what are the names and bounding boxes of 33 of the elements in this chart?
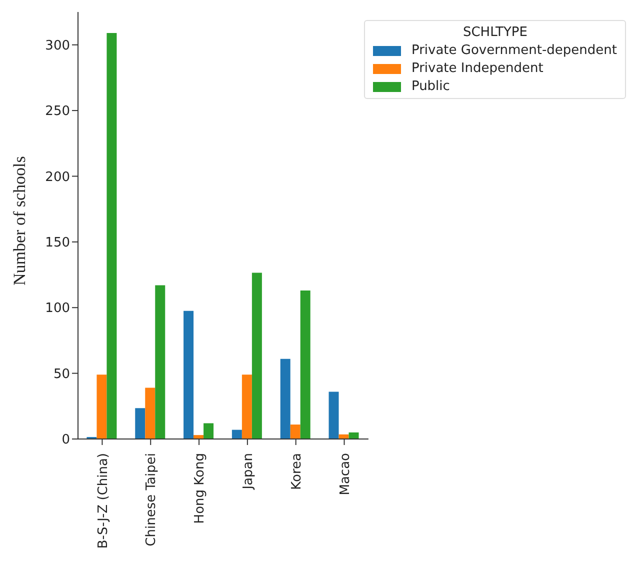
bar bbox=[280, 358, 290, 439]
bar bbox=[204, 423, 214, 439]
bar bbox=[145, 388, 156, 439]
bar bbox=[290, 424, 300, 439]
bar bbox=[328, 392, 339, 439]
y-axis-title: Number of schools bbox=[10, 156, 30, 286]
bar bbox=[242, 374, 252, 439]
bar bbox=[155, 285, 166, 439]
legend-label: Private Government-dependent bbox=[411, 43, 617, 58]
x-tick-label: Japan bbox=[240, 453, 256, 490]
bar bbox=[300, 290, 310, 439]
bar bbox=[106, 33, 117, 439]
bar bbox=[135, 408, 146, 439]
x-tick-label: Korea bbox=[289, 453, 304, 490]
x-tick-label: Hong Kong bbox=[192, 453, 208, 524]
legend-label: Public bbox=[411, 79, 450, 94]
x-tick-label: Macao bbox=[338, 452, 353, 496]
y-tick-label: 0 bbox=[62, 432, 70, 448]
y-tick-label: 50 bbox=[53, 366, 70, 382]
bar bbox=[232, 430, 242, 439]
bar bbox=[348, 432, 359, 439]
bar bbox=[96, 374, 107, 439]
y-tick-label: 100 bbox=[45, 301, 70, 316]
x-tick-label: B-S-J-Z (China) bbox=[96, 453, 111, 549]
y-tick-label: 150 bbox=[45, 236, 70, 251]
legend-label: Private Independent bbox=[411, 61, 544, 76]
bar bbox=[184, 310, 194, 439]
y-tick-label: 200 bbox=[45, 170, 70, 185]
y-tick-label: 250 bbox=[45, 104, 70, 120]
bar bbox=[252, 272, 262, 439]
legend-title: SCHLTYPE bbox=[462, 25, 528, 40]
y-tick-label: 300 bbox=[45, 38, 70, 54]
x-tick-label: Chinese Taipei bbox=[144, 453, 160, 546]
